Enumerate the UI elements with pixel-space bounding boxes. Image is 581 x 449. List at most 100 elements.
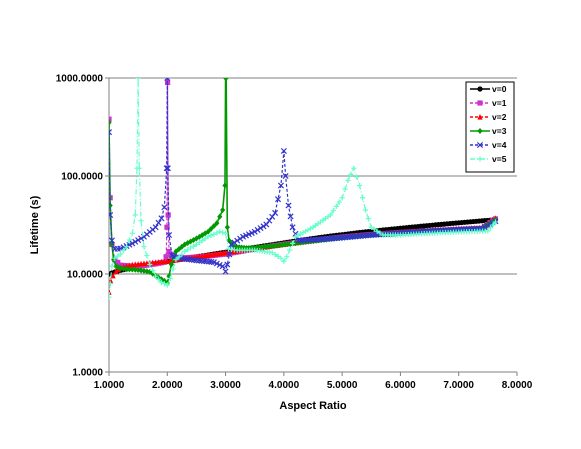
data-point — [109, 263, 115, 269]
legend-marker — [476, 141, 484, 149]
data-point — [129, 240, 136, 247]
data-point — [147, 261, 153, 268]
y-tick-label: 1.0000 — [72, 368, 103, 379]
data-point — [109, 280, 113, 287]
data-point — [226, 251, 233, 258]
data-point — [167, 275, 173, 282]
data-point — [272, 209, 279, 216]
data-point — [287, 213, 294, 220]
data-point — [158, 215, 165, 222]
data-point — [485, 228, 491, 234]
data-point — [208, 225, 214, 232]
data-point — [132, 266, 138, 273]
data-point — [487, 225, 493, 231]
data-point — [138, 235, 145, 242]
data-point — [377, 230, 383, 236]
series-lines — [109, 78, 499, 300]
data-point — [164, 78, 171, 82]
data-point — [109, 116, 112, 122]
data-point — [282, 241, 288, 248]
legend-box — [465, 81, 515, 173]
data-point — [179, 251, 185, 257]
data-point — [110, 272, 116, 279]
data-point — [220, 229, 226, 236]
data-point — [359, 195, 366, 201]
data-point — [257, 225, 264, 232]
data-point — [161, 204, 168, 211]
y-axis-title: Lifetime (s) — [29, 195, 41, 254]
series-v4 — [109, 78, 499, 275]
x-tick-label: 4.0000 — [269, 380, 300, 391]
data-point — [278, 255, 284, 261]
data-point — [295, 237, 302, 244]
data-point — [109, 211, 114, 219]
data-point — [138, 218, 144, 224]
data-point — [368, 224, 374, 230]
data-point — [354, 174, 360, 180]
data-point — [285, 202, 292, 209]
legend-marker — [477, 156, 483, 162]
data-point — [267, 243, 273, 250]
data-point — [120, 247, 127, 253]
data-point — [170, 266, 176, 272]
data-point — [168, 261, 174, 268]
data-point — [492, 219, 499, 225]
data-point — [290, 240, 296, 247]
data-point — [205, 234, 211, 240]
data-point — [196, 239, 202, 246]
data-point — [302, 237, 309, 244]
data-point — [126, 266, 132, 273]
data-point — [237, 235, 244, 242]
legend-entry: v=5 — [470, 154, 507, 164]
x-tick-label: 2.0000 — [152, 380, 183, 391]
data-point — [234, 237, 241, 244]
data-point — [205, 228, 211, 235]
data-point — [277, 182, 284, 189]
legend-marker — [477, 86, 483, 92]
data-point — [202, 236, 208, 242]
data-point — [261, 243, 268, 250]
data-point — [166, 231, 173, 239]
data-point — [295, 239, 301, 246]
data-point — [199, 238, 205, 244]
data-point — [136, 165, 142, 171]
legend-label: v=4 — [492, 140, 507, 150]
data-point — [396, 230, 402, 237]
data-point — [266, 217, 273, 224]
x-tick-label: 5.0000 — [327, 380, 358, 391]
data-point — [109, 237, 115, 244]
data-point — [263, 221, 270, 228]
data-point — [297, 237, 304, 244]
legend-entry: v=3 — [470, 126, 507, 136]
data-point — [185, 247, 191, 253]
data-point — [163, 165, 170, 172]
data-point — [371, 226, 377, 232]
data-point — [269, 250, 275, 256]
legend: v=0 v=1 v=2 v=3 v=4 v=5 — [465, 81, 515, 173]
data-point — [112, 255, 118, 261]
data-point — [113, 268, 119, 275]
data-point — [123, 244, 130, 250]
data-point — [224, 224, 230, 231]
data-point — [251, 228, 258, 235]
data-point — [120, 265, 127, 272]
data-point — [132, 212, 138, 218]
y-tick-label: 1000.0000 — [56, 74, 104, 85]
data-point — [129, 266, 135, 273]
data-point — [348, 171, 354, 177]
y-tick-label: 10.0000 — [67, 270, 104, 281]
data-point — [222, 230, 229, 236]
data-point — [118, 251, 124, 257]
legend-entry: v=1 — [470, 98, 507, 108]
data-point — [374, 228, 380, 234]
data-point — [109, 195, 113, 201]
data-point — [307, 236, 314, 243]
x-axis-title: Aspect Ratio — [279, 400, 347, 412]
data-point — [150, 267, 156, 273]
data-point — [115, 264, 121, 271]
data-point — [254, 226, 261, 233]
data-point — [333, 203, 339, 209]
data-point — [166, 248, 172, 255]
data-point — [217, 229, 223, 235]
